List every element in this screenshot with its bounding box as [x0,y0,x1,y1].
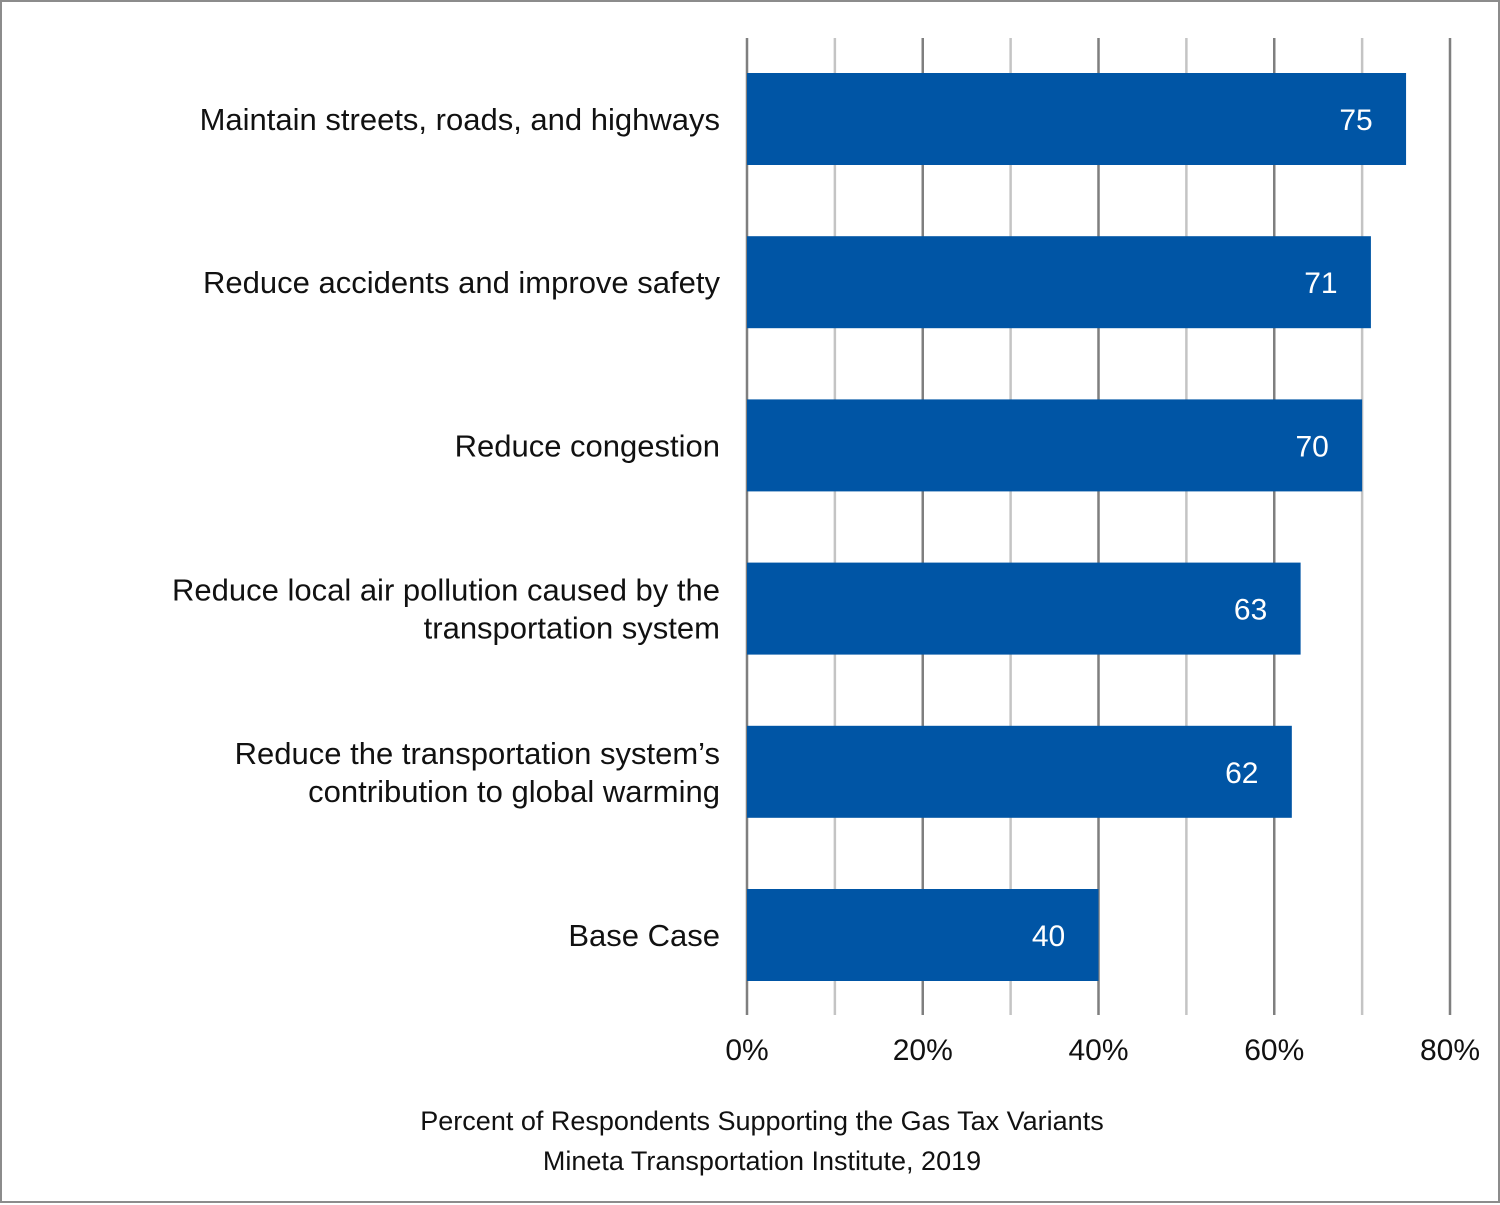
x-tick-label: 60% [1244,1034,1304,1067]
bar [747,562,1301,655]
bar [747,889,1099,981]
x-tick-label: 40% [1068,1034,1128,1067]
bar-value-label: 71 [1304,267,1337,300]
bars [747,73,1407,981]
bar-value-label: 63 [1234,594,1267,627]
category-label: Reduce the transportation system’s [235,736,720,771]
x-tick-label: 20% [893,1034,953,1067]
bar-value-label: 62 [1225,757,1258,790]
category-label: contribution to global warming [308,774,720,809]
x-tick-label: 80% [1420,1034,1480,1067]
bar-value-label: 40 [1032,920,1065,953]
caption-line-1: Percent of Respondents Supporting the Ga… [420,1106,1103,1136]
category-label: Base Case [568,918,720,953]
bar-value-label: 70 [1295,430,1328,463]
category-label: Reduce accidents and improve safety [203,265,720,300]
x-axis-tick-labels: 0% 20% 40% 60% 80% [725,1034,1480,1067]
chart-caption: Percent of Respondents Supporting the Ga… [420,1106,1103,1176]
category-label: Reduce local air pollution caused by the [172,573,720,608]
bar [747,399,1363,492]
bar-value-label: 75 [1339,104,1372,137]
bar [747,725,1292,818]
bar [747,236,1371,329]
category-labels: Maintain streets, roads, and highways Red… [172,102,721,953]
category-label: Maintain streets, roads, and highways [200,102,720,137]
data-labels: 75 71 70 63 62 40 [1032,104,1373,953]
category-label: Reduce congestion [455,428,720,463]
bar [747,73,1407,165]
x-tick-label: 0% [725,1034,768,1067]
caption-line-2: Mineta Transportation Institute, 2019 [543,1146,981,1176]
category-label: transportation system [424,611,720,646]
gridlines [745,38,1452,1015]
